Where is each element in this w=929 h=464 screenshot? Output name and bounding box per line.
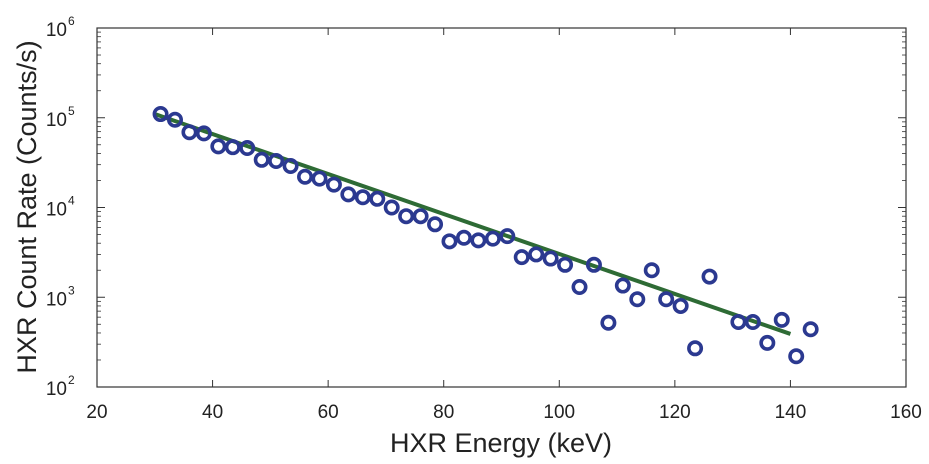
data-point — [325, 176, 342, 193]
data-point — [773, 311, 790, 328]
data-point — [152, 106, 169, 123]
y-tick-label: 10 6 — [46, 14, 75, 41]
data-point — [369, 190, 386, 207]
data-point — [585, 256, 602, 273]
data-point — [571, 279, 588, 296]
y-tick-label: 10 3 — [46, 283, 75, 310]
data-point — [224, 139, 241, 156]
x-tick-label: 80 — [433, 402, 454, 423]
data-points — [152, 106, 819, 365]
data-point — [528, 246, 545, 263]
data-point — [268, 152, 285, 169]
y-tick-base: 10 — [46, 200, 67, 221]
y-tick-label: 10 4 — [46, 194, 75, 221]
y-axis-label: HXR Count Rate (Counts/s) — [12, 40, 42, 373]
data-point — [513, 249, 530, 266]
x-tick-label: 140 — [775, 402, 807, 423]
data-point — [759, 334, 776, 351]
x-tick-label: 20 — [86, 402, 107, 423]
data-point — [542, 250, 559, 267]
y-tick-exponent: 4 — [68, 194, 75, 208]
y-tick-base: 10 — [46, 379, 67, 400]
data-point — [455, 229, 472, 246]
data-point — [282, 157, 299, 174]
data-point — [484, 230, 501, 247]
y-tick-exponent: 6 — [68, 14, 75, 28]
x-tick-label: 100 — [543, 402, 575, 423]
data-point — [672, 297, 689, 314]
data-point — [412, 208, 429, 225]
data-point — [701, 268, 718, 285]
y-tick-exponent: 2 — [68, 373, 75, 387]
y-tick-base: 10 — [46, 20, 67, 41]
fit-line — [154, 112, 792, 336]
y-tick-label: 10 2 — [46, 373, 75, 400]
y-tick-base: 10 — [46, 289, 67, 310]
y-tick-exponent: 3 — [68, 283, 75, 297]
data-point — [354, 189, 371, 206]
data-point — [311, 170, 328, 187]
data-point — [195, 125, 212, 142]
data-point — [239, 140, 256, 157]
data-point — [557, 256, 574, 273]
data-point — [643, 262, 660, 279]
data-point — [470, 232, 487, 249]
data-point — [600, 314, 617, 331]
x-tick-label: 160 — [890, 402, 922, 423]
y-tick-label: 10 5 — [46, 104, 75, 131]
data-point — [210, 138, 227, 155]
data-point — [167, 111, 184, 128]
x-tick-label: 40 — [202, 402, 223, 423]
data-point — [441, 233, 458, 250]
x-axis-label: HXR Energy (keV) — [390, 428, 612, 458]
data-point — [499, 228, 516, 245]
data-point — [398, 208, 415, 225]
data-point — [658, 291, 675, 308]
data-point — [253, 151, 270, 168]
data-point — [687, 340, 704, 357]
y-tick-exponent: 5 — [68, 104, 75, 118]
data-point — [629, 291, 646, 308]
data-point — [802, 321, 819, 338]
data-point — [614, 277, 631, 294]
x-tick-label: 120 — [659, 402, 691, 423]
data-point — [297, 168, 314, 185]
data-point — [788, 348, 805, 365]
fit-line-layer — [154, 112, 792, 336]
data-point — [181, 124, 198, 141]
x-tick-label: 60 — [318, 402, 339, 423]
data-point — [427, 216, 444, 233]
data-point — [340, 186, 357, 203]
y-tick-base: 10 — [46, 110, 67, 131]
data-point — [744, 313, 761, 330]
data-point — [730, 313, 747, 330]
data-point — [383, 199, 400, 216]
